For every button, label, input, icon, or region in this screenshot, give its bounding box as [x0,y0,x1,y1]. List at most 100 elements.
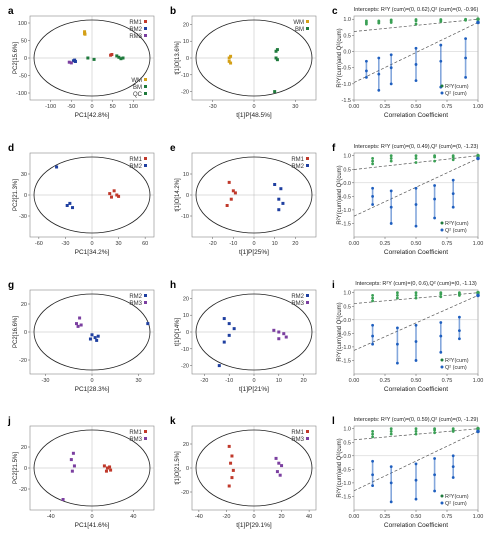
x-axis-label: Correlation Coefficient [384,522,448,529]
y-tick-label: 0 [186,193,189,199]
y-axis-label: PC2[21.5%] [13,452,19,484]
r2y-point [371,432,374,436]
y-tick-label: 0 [24,193,27,199]
r2y-original [476,17,480,22]
y-tick-label: 0.0 [343,318,351,324]
x-tick-label: -100 [45,104,56,110]
x-tick-label: 30 [135,378,141,384]
point-rm1 [233,191,237,195]
point-rm2 [93,336,97,340]
y-tick-label: -0.5 [342,331,351,337]
panel-label: j [7,416,11,427]
q2-original [476,156,480,161]
x-tick-label: 0.00 [349,104,360,110]
x-axis-label: Correlation Coefficient [384,386,448,393]
y-tick-label: 0.5 [343,440,351,446]
r2y-point [389,157,393,160]
x-tick-label: 10 [272,241,278,247]
point-rm2 [277,197,281,201]
x-axis-label: PC1[34.2%] [75,249,110,256]
panel-k: k -40 -20 0 20 40 20 0 -20 t[1]P[29.1%] t[1]O[21.5… [170,416,317,529]
legend-label: RM1 [291,430,304,436]
x-tick-label: 50 [110,104,116,110]
y-tick-label: 0.5 [343,33,351,39]
y-tick-label: 20 [183,22,189,28]
point-rm3 [71,451,75,455]
y-tick-label: 0.5 [343,304,351,310]
point-bm [275,48,279,52]
r2y-point [371,296,374,300]
y-tick-label: -100 [16,91,27,97]
y-axis-label: t[1]O[13.6%] [175,41,181,75]
point-rm2 [279,187,283,191]
y-tick-label: 0 [24,466,27,472]
r2y-point [414,157,418,160]
point-rm1 [117,194,121,198]
point-rm3 [76,324,80,328]
x-axis-label: PC1[41.6%] [75,522,110,529]
r2y-point [414,161,418,164]
y-tick-label: -1.0 [342,208,351,214]
legend-label: RM1 [129,157,142,163]
point-rm2 [222,317,226,321]
point-rm3 [275,470,279,474]
point-rm2 [65,204,69,207]
legend-marker [144,164,147,167]
r2y-point [371,294,374,297]
x-tick-label: -50 [67,104,75,110]
point-rm1 [230,476,234,480]
point-bm [274,49,278,53]
x-tick-label: 0.50 [411,514,422,520]
r2y-point [377,21,381,25]
y-tick-label: 0.0 [343,181,351,187]
y-axis-label: R²Y(cum)and Q²(cum) [337,438,343,497]
r2y-point [389,154,393,158]
x-tick-label: 30 [292,104,298,110]
r2y-point [451,154,455,158]
panel-c: c 0.00 0.25 0.50 0.75 1.00 1.0 0.5 0.0 -0.5 -1.0 -1… [332,6,483,119]
x-axis-label: PC1[28.3%] [75,386,110,393]
point-rm2 [222,340,226,344]
legend-label: RM3 [129,34,142,40]
legend-label: RM2 [291,294,304,300]
point-rm3 [75,322,78,326]
x-axis-label: PC1[42.8%] [75,112,110,119]
point-rm3 [277,461,281,465]
x-tick-label: 20 [301,378,307,384]
y-axis-label: t[1]O[14%] [175,317,181,346]
point-rm2 [227,333,231,337]
x-tick-label: 0.25 [380,241,391,247]
panel-label: k [170,416,176,427]
r2y-point [396,291,399,295]
r2y-point [414,22,418,26]
legend-label: BM [295,27,304,33]
x-tick-label: 0 [252,514,255,520]
x-axis-label: t[1]P[29.1%] [236,522,272,529]
legend-marker [306,437,309,440]
r2y-point [389,18,393,22]
point-rm3 [272,328,276,332]
point-qc [86,56,90,60]
point-rm2 [55,165,59,169]
x-tick-label: 0.50 [411,241,422,247]
point-rm1 [108,465,112,469]
y-tick-label: -1.0 [342,82,351,88]
point-rm2 [277,208,281,212]
y-tick-label: -20 [181,364,189,370]
y-tick-label: -20 [181,490,189,496]
panel-label: d [8,143,14,154]
y-tick-label: 1.0 [343,291,351,297]
point-rm1 [227,484,231,488]
point-wm [227,59,231,63]
point-rm1 [109,468,113,472]
legend-label: Q² (cum) [445,365,467,371]
r2y-point [433,427,436,431]
x-tick-label: 30 [116,241,122,247]
x-tick-label: 0 [90,378,93,384]
panel-label: b [170,6,176,17]
point-rm3 [61,498,65,501]
point-rm1 [227,180,231,184]
r2y-point [389,427,393,431]
r2y-point [389,159,393,163]
